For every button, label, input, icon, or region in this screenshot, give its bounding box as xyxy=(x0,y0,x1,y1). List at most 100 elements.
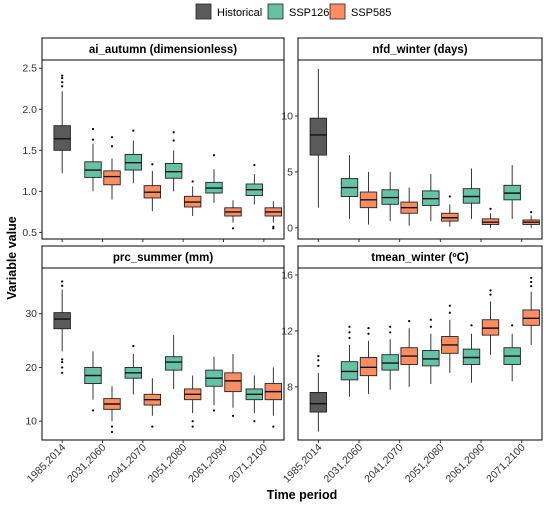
x-tick-label: 2051,2080 xyxy=(146,442,190,486)
outlier-point xyxy=(389,331,392,334)
legend-item: SSP585 xyxy=(329,3,391,20)
x-tick-label: 2051,2080 xyxy=(403,442,447,486)
outlier-point xyxy=(110,136,114,139)
outlier-point xyxy=(61,81,64,84)
outlier-point xyxy=(191,420,194,423)
y-tick-label: 5 xyxy=(287,166,293,178)
legend-swatch xyxy=(329,3,346,20)
outlier-point xyxy=(132,344,135,348)
boxplot-historical xyxy=(53,280,71,374)
boxplot-ssp126 xyxy=(422,174,440,222)
boxplot-historical xyxy=(53,74,71,174)
facet-title: tmean_winter (ºC) xyxy=(371,252,469,264)
outlier-point xyxy=(448,195,451,198)
outlier-point xyxy=(429,318,432,321)
outlier-point xyxy=(348,325,351,328)
box xyxy=(309,117,328,156)
facet-panel: tmean_winter (ºC) 8 12 16 1985,20142031,2060… xyxy=(281,245,543,486)
boxplot-ssp126 xyxy=(245,164,264,205)
y-tick-label: 1.5 xyxy=(22,145,37,157)
boxplot-ssp126 xyxy=(462,168,481,219)
outlier-point xyxy=(448,304,451,307)
outlier-point xyxy=(253,420,256,423)
outlier-point xyxy=(61,85,64,88)
y-tick-label: 10 xyxy=(25,416,37,428)
outlier-point xyxy=(470,324,473,327)
legend-label: Historical xyxy=(217,7,262,19)
x-tick-label: 1985,2014 xyxy=(281,442,325,486)
box xyxy=(53,312,71,330)
outlier-point xyxy=(91,138,95,141)
outlier-point xyxy=(272,425,275,428)
boxplot-ssp585 xyxy=(481,207,500,228)
facet-panel: ai_autumn (dimensionless) 0.5 1.0 1.5 2.0 2.5 xyxy=(22,37,285,242)
outlier-point xyxy=(530,211,533,214)
boxplot-ssp585 xyxy=(264,201,283,230)
x-tick-label: 2031,2060 xyxy=(65,442,109,486)
y-tick-label: 0.5 xyxy=(22,227,37,239)
box xyxy=(103,170,121,186)
outlier-point xyxy=(489,207,492,210)
outlier-point xyxy=(231,227,235,230)
outlier-point xyxy=(61,284,64,287)
facet-title: ai_autumn (dimensionless) xyxy=(89,44,237,56)
outlier-point xyxy=(348,336,351,340)
boxplot-ssp585 xyxy=(441,195,459,227)
y-tick-label: 20 xyxy=(25,362,37,374)
boxplot-ssp126 xyxy=(124,344,143,395)
boxplot-ssp126 xyxy=(503,165,521,219)
outlier-point xyxy=(272,227,275,230)
plot-area xyxy=(297,59,543,240)
legend: Historical SSP126 SSP585 xyxy=(195,3,391,20)
outlier-point xyxy=(110,430,114,434)
outlier-point xyxy=(61,74,64,77)
outlier-point xyxy=(530,280,533,284)
boxplot-ssp585 xyxy=(441,304,459,373)
boxplot-ssp585 xyxy=(143,378,162,428)
legend-item: SSP126 xyxy=(267,3,329,20)
boxplot-ssp585 xyxy=(183,375,202,428)
box xyxy=(309,392,328,413)
x-tick-label: 1985,2014 xyxy=(25,442,69,486)
boxplot-ssp585 xyxy=(224,354,242,417)
outlier-point xyxy=(489,293,492,296)
boxplot-ssp126 xyxy=(340,155,359,219)
facet-panels: ai_autumn (dimensionless) 0.5 1.0 1.5 2.0 2.5… xyxy=(22,37,543,486)
legend-label: SSP126 xyxy=(289,7,329,19)
outlier-point xyxy=(61,366,64,369)
boxplot-ssp126 xyxy=(205,154,223,203)
plot-area xyxy=(297,267,543,441)
outlier-point xyxy=(317,359,320,362)
outlier-point xyxy=(367,332,370,335)
outlier-point xyxy=(61,280,64,283)
box xyxy=(164,356,183,371)
boxplot-ssp585 xyxy=(400,187,418,226)
outlier-point xyxy=(61,76,64,80)
boxplot-ssp585 xyxy=(522,211,540,228)
legend-label: SSP585 xyxy=(351,7,391,19)
outlier-point xyxy=(389,325,392,328)
outlier-point xyxy=(448,311,451,314)
outlier-point xyxy=(191,180,194,183)
outlier-point xyxy=(110,145,114,148)
y-tick-label: 16 xyxy=(281,269,293,281)
outlier-point xyxy=(91,127,95,131)
outlier-point xyxy=(348,331,351,334)
outlier-point xyxy=(132,129,135,132)
boxplot-ssp126 xyxy=(422,318,440,385)
outlier-point xyxy=(530,276,533,279)
boxplot-ssp585 xyxy=(522,276,540,345)
outlier-point xyxy=(151,163,154,166)
plot-area xyxy=(41,267,285,441)
boxplot-historical xyxy=(309,354,328,432)
boxplot-ssp585 xyxy=(359,171,378,225)
outlier-point xyxy=(191,425,194,428)
boxplot-historical xyxy=(309,68,328,208)
outlier-point xyxy=(253,164,256,167)
y-tick-label: 12 xyxy=(281,325,293,337)
boxplot-ssp126 xyxy=(503,324,521,382)
y-tick-label: 1.0 xyxy=(22,186,37,198)
outlier-point xyxy=(110,425,114,428)
outlier-point xyxy=(212,154,216,157)
